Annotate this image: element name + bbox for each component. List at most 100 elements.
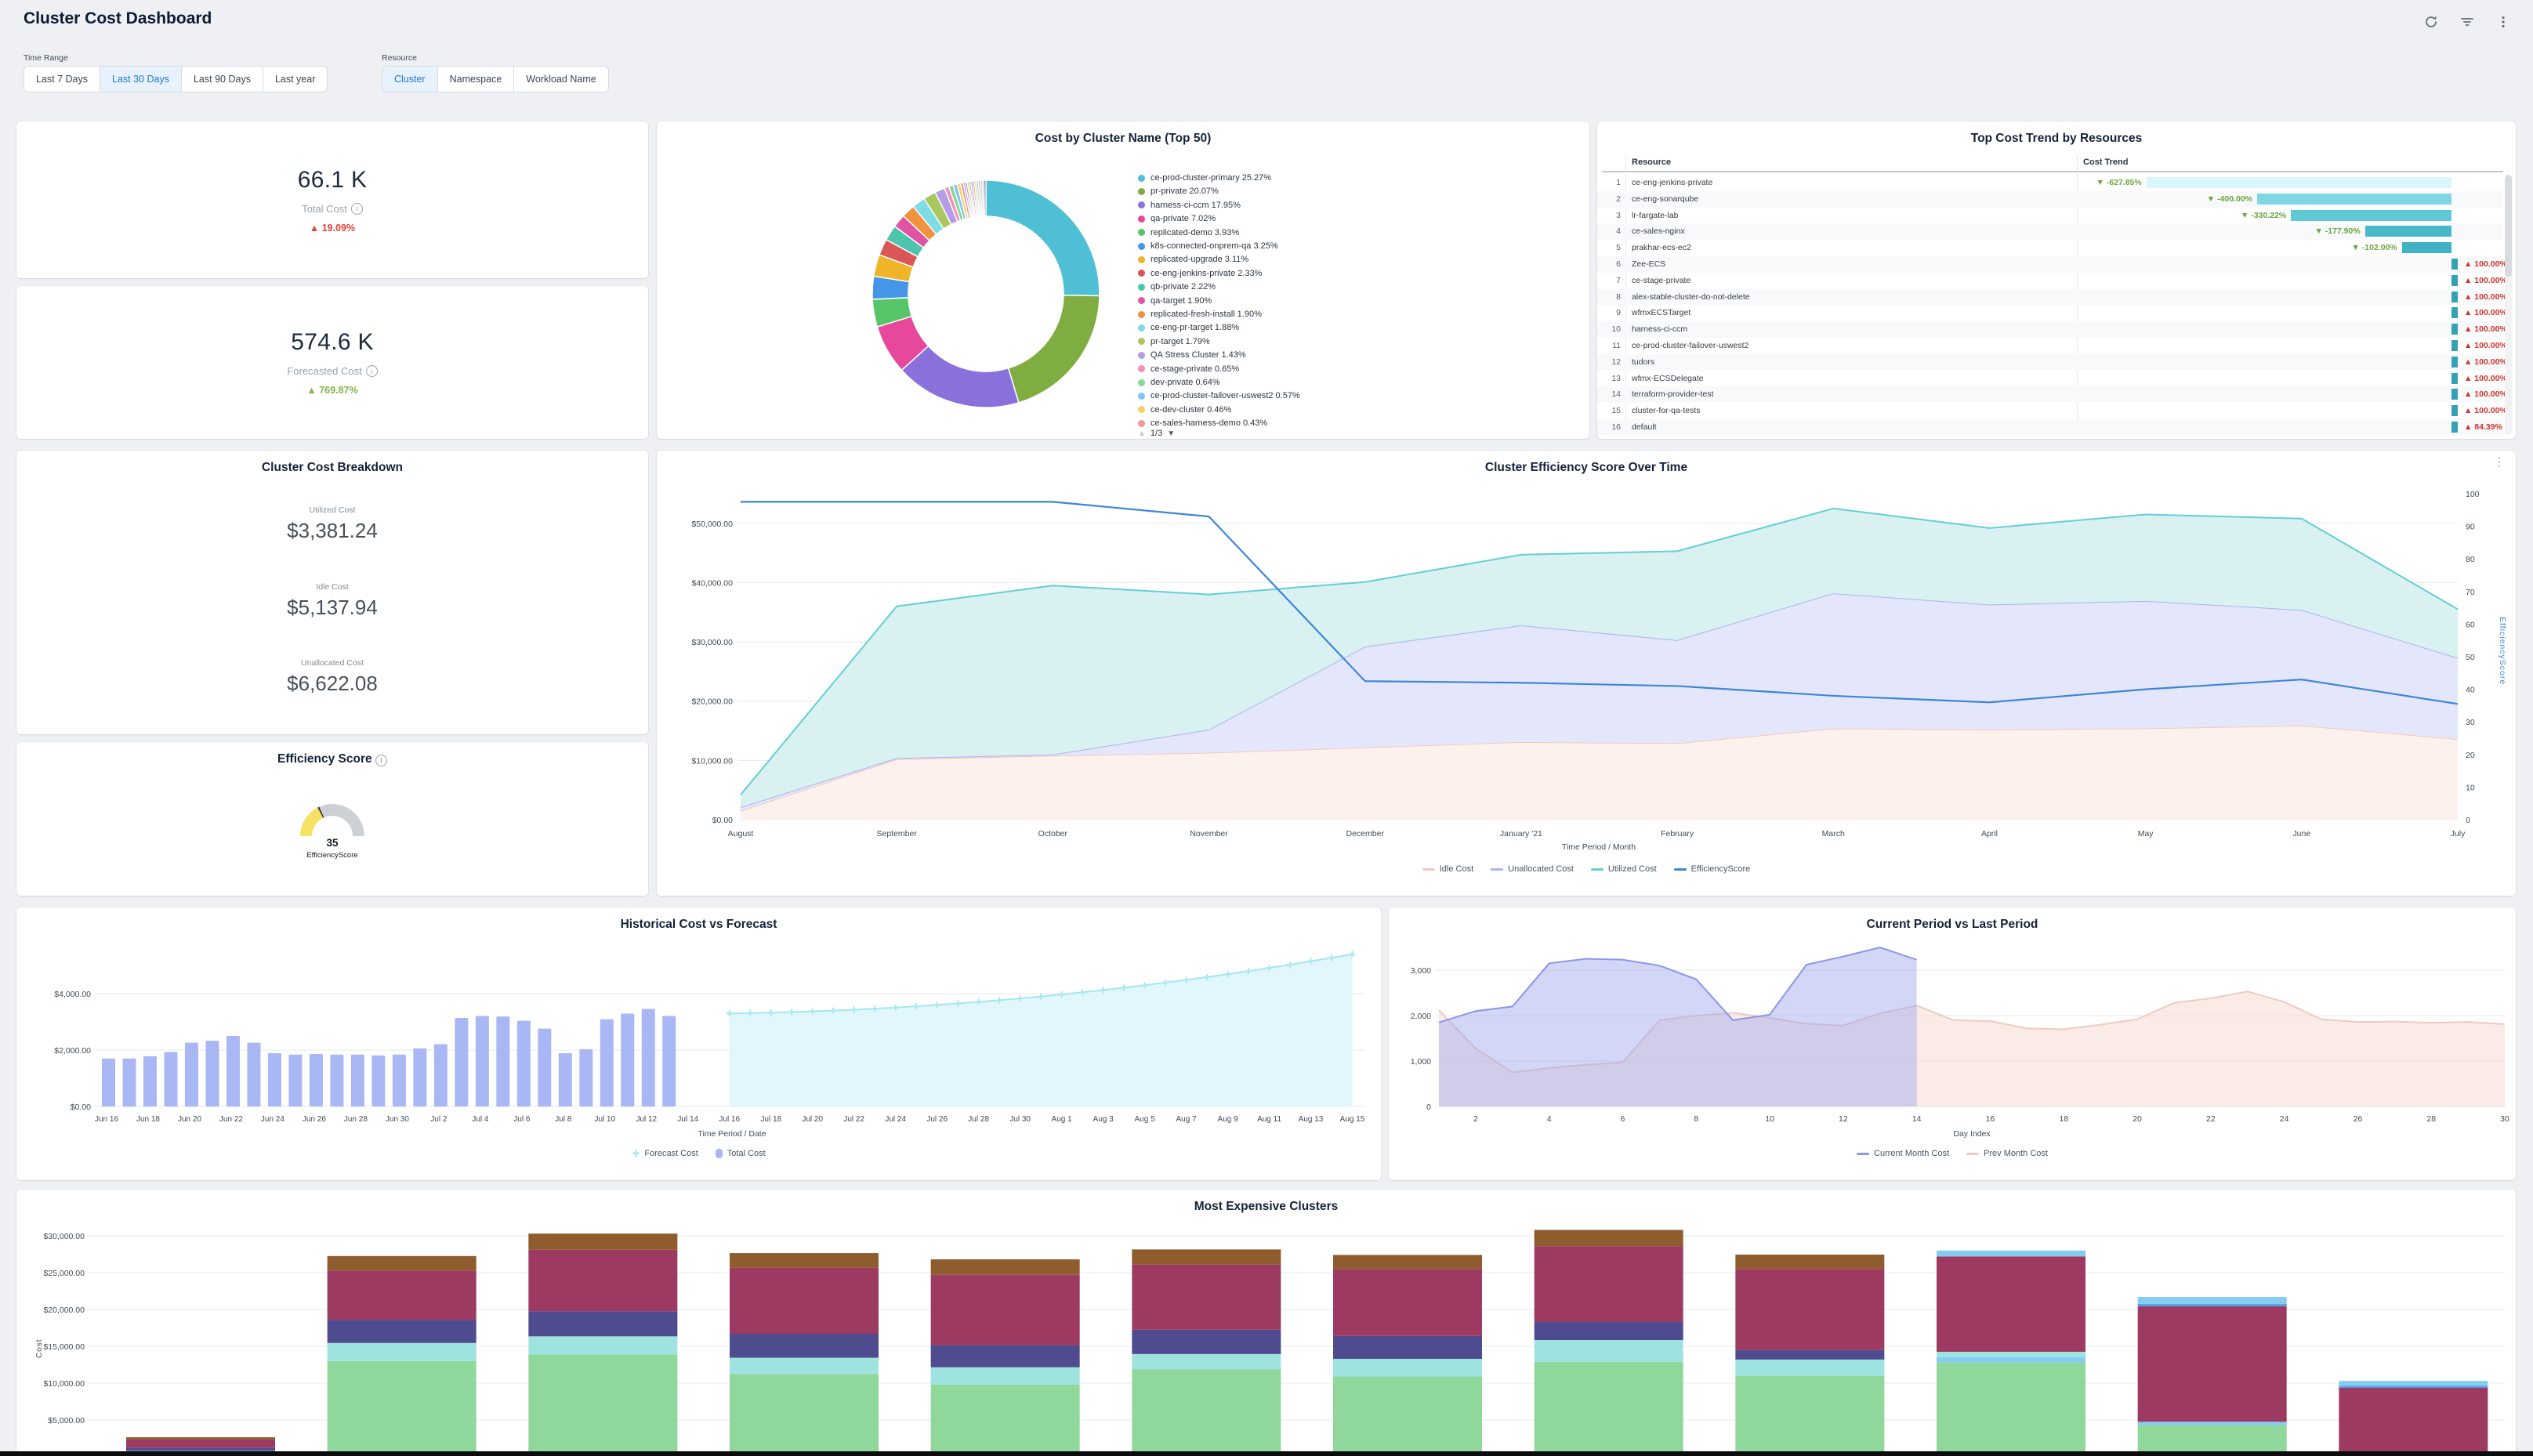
donut-legend-item[interactable]: ce-dev-cluster 0.46% — [1138, 405, 1231, 415]
legend-color-dot — [1138, 406, 1145, 414]
table-row[interactable]: 16 default ▲ 84.39% — [1597, 419, 2503, 436]
svg-text:0: 0 — [2466, 816, 2470, 825]
total-cost-card: 66.1 K Total Cost i ▲ 19.09% — [16, 121, 648, 278]
table-row[interactable]: 3 lr-fargate-lab ▼ -330.22% — [1597, 208, 2503, 224]
donut-legend-item[interactable]: ce-eng-jenkins-private 2.33% — [1138, 269, 1262, 278]
donut-legend-item[interactable]: pr-target 1.79% — [1138, 337, 1210, 346]
kebab-menu-icon[interactable] — [2495, 14, 2511, 30]
table-row[interactable]: 8 alex-stable-cluster-do-not-delete ▲ 100.… — [1597, 288, 2507, 306]
svg-text:August: August — [728, 829, 754, 838]
table-row[interactable]: 12 tudors ▲ 100.00% — [1597, 353, 2507, 371]
row-rank: 8 — [1616, 292, 1621, 302]
historical-chart: $0.00 $2,000.00 $4,000.00 Jun 16 Jun 18 Jun 2… — [54, 951, 1365, 1124]
svg-text:Jun 26: Jun 26 — [303, 1115, 326, 1124]
efficiency-gauge — [300, 803, 364, 836]
table-row[interactable]: 15 cluster-for-qa-tests ▲ 100.00% — [1597, 403, 2507, 419]
efficiency-legend-item[interactable]: Unallocated Cost — [1491, 864, 1574, 874]
refresh-icon[interactable] — [2423, 14, 2439, 30]
filter-icon[interactable] — [2459, 14, 2475, 30]
info-icon[interactable]: i — [375, 754, 387, 766]
svg-text:6: 6 — [1621, 1114, 1625, 1124]
table-row[interactable]: 6 Zee-ECS ▲ 100.00% — [1597, 256, 2507, 273]
info-icon[interactable]: i — [350, 202, 363, 215]
period-legend-item[interactable]: Current Month Cost — [1857, 1149, 1949, 1158]
trend-bar — [2451, 389, 2458, 400]
table-row[interactable]: 9 wfmxECSTarget ▲ 100.00% — [1597, 305, 2507, 321]
svg-text:40: 40 — [2466, 686, 2475, 695]
table-row[interactable]: 7 ce-stage-private ▲ 100.00% — [1597, 273, 2507, 289]
svg-text:$10,000.00: $10,000.00 — [43, 1379, 85, 1389]
period-legend-item[interactable]: Prev Month Cost — [1966, 1149, 2048, 1158]
efficiency-legend-item[interactable]: EfficiencyScore — [1673, 864, 1750, 874]
table-row[interactable]: 4 ce-sales-nginx ▼ -177.90% — [1597, 223, 2503, 241]
page-down-icon[interactable]: ▼ — [1167, 429, 1176, 438]
svg-text:1,000: 1,000 — [1411, 1057, 1431, 1067]
legend-color-dot — [1138, 242, 1145, 250]
donut-legend-item[interactable]: replicated-demo 3.93% — [1138, 228, 1239, 237]
svg-text:$2,000.00: $2,000.00 — [54, 1046, 91, 1056]
row-resource: terraform-provider-test — [1632, 389, 1714, 400]
table-row[interactable]: 13 wfmx-ECSDelegate ▲ 100.00% — [1597, 371, 2507, 387]
table-row[interactable]: 10 harness-ci-ccm ▲ 100.00% — [1597, 321, 2507, 338]
resource-option-namespace[interactable]: Namespace — [437, 67, 514, 92]
table-row[interactable]: 14 terraform-provider-test ▲ 100.00% — [1597, 386, 2507, 404]
donut-legend-item[interactable]: ce-prod-cluster-failover-uswest2 0.57% — [1138, 391, 1300, 400]
donut-legend-item[interactable]: qb-private 2.22% — [1138, 282, 1216, 292]
efficiency-legend-item[interactable]: Idle Cost — [1422, 864, 1473, 874]
row-resource: ce-eng-sonarqube — [1632, 194, 1699, 204]
time-option-last-90-days[interactable]: Last 90 Days — [180, 67, 263, 92]
svg-text:12: 12 — [1839, 1114, 1848, 1124]
header-divider — [1602, 171, 2503, 172]
donut-legend-item[interactable]: ce-sales-harness-demo 0.43% — [1138, 418, 1267, 428]
legend-item-label: pr-target 1.79% — [1151, 336, 1210, 346]
page-up-icon[interactable]: ▲ — [1138, 429, 1146, 438]
scrollbar-track[interactable] — [2505, 175, 2512, 435]
svg-text:16: 16 — [1986, 1114, 1995, 1124]
gauge-value: 35 — [326, 837, 339, 849]
donut-legend-item[interactable]: harness-ci-ccm 17.95% — [1138, 201, 1241, 210]
donut-legend-item[interactable]: dev-private 0.64% — [1138, 378, 1220, 387]
historical-legend-item[interactable]: ✚ Forecast Cost — [632, 1149, 698, 1158]
cost-trend-panel: Top Cost Trend by Resources Resource Cos… — [1597, 121, 2516, 439]
donut-legend-item[interactable]: replicated-upgrade 3.11% — [1138, 255, 1248, 264]
trend-value: ▲ 84.39% — [2464, 422, 2502, 432]
svg-text:Aug 11: Aug 11 — [1257, 1115, 1281, 1124]
svg-text:March: March — [1822, 829, 1845, 838]
time-option-last-30-days[interactable]: Last 30 Days — [100, 67, 181, 92]
table-row[interactable]: 1 ce-eng-jenkins-private ▼ -627.85% — [1597, 175, 2503, 191]
total-cost-delta: ▲ 19.09% — [309, 222, 356, 234]
table-row[interactable]: 2 ce-eng-sonarqube ▼ -400.00% — [1597, 190, 2503, 208]
resource-option-cluster[interactable]: Cluster — [382, 67, 437, 92]
donut-legend-item[interactable]: ce-eng-pr-target 1.88% — [1138, 323, 1239, 332]
row-rank: 11 — [1612, 341, 1621, 350]
efficiency-legend-item[interactable]: Utilized Cost — [1590, 864, 1657, 874]
donut-legend-item[interactable]: qa-private 7.02% — [1138, 214, 1216, 223]
donut-legend-item[interactable]: QA Stress Cluster 1.43% — [1138, 350, 1246, 360]
donut-legend-item[interactable]: pr-private 20.07% — [1138, 187, 1219, 196]
trend-value: ▼ -627.85% — [2096, 178, 2142, 187]
info-icon[interactable]: i — [365, 365, 378, 377]
scrollbar-thumb[interactable] — [2505, 175, 2512, 277]
donut-legend-item[interactable]: qa-target 1.90% — [1138, 296, 1212, 306]
svg-text:Jul 4: Jul 4 — [472, 1115, 489, 1124]
donut-legend-item[interactable]: replicated-fresh-install 1.90% — [1138, 310, 1262, 319]
svg-text:26: 26 — [2354, 1114, 2363, 1124]
svg-text:30: 30 — [2466, 718, 2475, 727]
legend-item-label: qb-private 2.22% — [1151, 282, 1216, 292]
donut-legend-item[interactable]: ce-prod-cluster-primary 25.27% — [1138, 173, 1271, 183]
svg-text:Jul 2: Jul 2 — [430, 1115, 448, 1124]
trend-value: ▲ 100.00% — [2464, 389, 2507, 400]
legend-color-dot — [1138, 351, 1145, 359]
legend-item-label: qa-target 1.90% — [1151, 295, 1212, 306]
historical-legend-item[interactable]: Total Cost — [715, 1149, 766, 1158]
time-option-last-7-days[interactable]: Last 7 Days — [24, 67, 100, 92]
donut-legend-item[interactable]: k8s-connected-onprem-qa 3.25% — [1138, 241, 1278, 251]
table-row[interactable]: 11 ce-prod-cluster-failover-uswest2 ▲ 100.… — [1597, 338, 2507, 354]
legend-pagination: ▲ 1/3 ▼ — [1138, 429, 1175, 438]
table-row[interactable]: 5 prakhar-ecs-ec2 ▼ -102.00% — [1597, 240, 2503, 256]
time-option-last-year[interactable]: Last year — [262, 67, 328, 92]
donut-legend-item[interactable]: ce-stage-private 0.65% — [1138, 364, 1239, 374]
row-rank: 9 — [1616, 308, 1621, 318]
trend-value: ▲ 100.00% — [2464, 341, 2507, 350]
resource-option-workload-name[interactable]: Workload Name — [513, 67, 608, 92]
